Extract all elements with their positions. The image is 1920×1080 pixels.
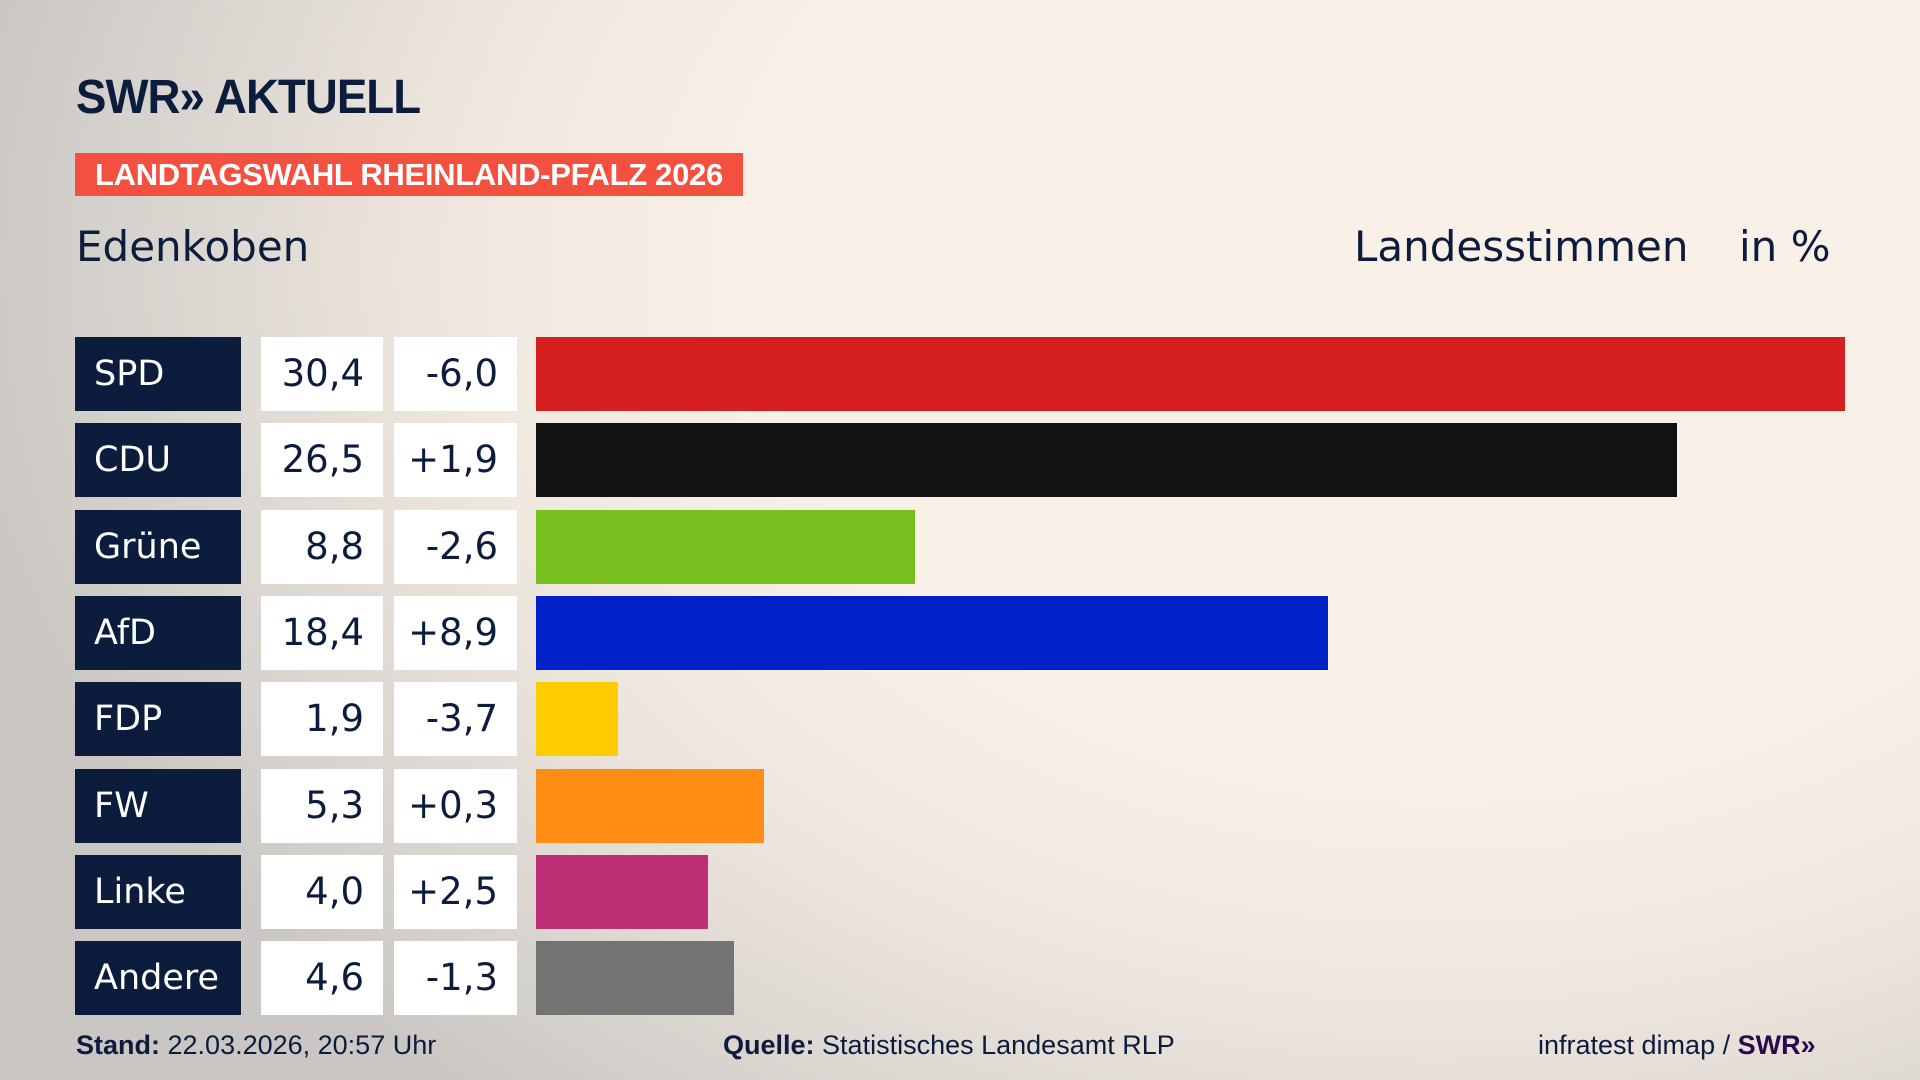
value-label: 4,0 — [261, 854, 383, 929]
change-label: +0,3 — [394, 768, 517, 843]
party-label: FDP — [75, 682, 241, 757]
party-label: SPD — [75, 337, 241, 411]
bar-row: SPD 30,4 -6,0 — [0, 337, 1920, 411]
bar-cdu — [536, 423, 1678, 498]
bar-linke — [536, 854, 709, 929]
value-label: 4,6 — [261, 941, 383, 1016]
unit-label: in % — [1739, 222, 1831, 271]
bar-row: Grüne 8,8 -2,6 — [0, 509, 1920, 584]
party-label: CDU — [75, 423, 241, 498]
value-label: 18,4 — [261, 595, 383, 670]
value-label: 5,3 — [261, 768, 383, 843]
value-label: 8,8 — [261, 509, 383, 584]
change-label: -2,6 — [394, 509, 517, 584]
bar-row: Andere 4,6 -1,3 — [0, 941, 1920, 1016]
change-label: +2,5 — [394, 854, 517, 929]
swr-aktuell-logo: SWR» AKTUELL — [76, 71, 421, 124]
credit-text: infratest dimap / — [1538, 1030, 1731, 1060]
stand-label: Stand: — [76, 1030, 160, 1060]
timestamp: Stand: 22.03.2026, 20:57 Uhr — [76, 1030, 436, 1061]
bar-row: AfD 18,4 +8,9 — [0, 595, 1920, 670]
change-label: -1,3 — [394, 941, 517, 1016]
bar-row: FDP 1,9 -3,7 — [0, 682, 1920, 757]
source-label: Quelle: — [723, 1030, 815, 1060]
value-label: 30,4 — [261, 337, 383, 411]
source-value: Statistisches Landesamt RLP — [822, 1030, 1175, 1060]
party-label: FW — [75, 768, 241, 843]
change-label: +1,9 — [394, 423, 517, 498]
source: Quelle: Statistisches Landesamt RLP — [723, 1030, 1175, 1061]
party-label: AfD — [75, 595, 241, 670]
metric-label: Landesstimmen — [1354, 222, 1689, 271]
bar-spd — [536, 337, 1845, 411]
bar-row: FW 5,3 +0,3 — [0, 768, 1920, 843]
change-label: -3,7 — [394, 682, 517, 757]
region-title: Edenkoben — [76, 222, 310, 271]
bar-andere — [536, 941, 735, 1016]
value-label: 1,9 — [261, 682, 383, 757]
bar-row: CDU 26,5 +1,9 — [0, 423, 1920, 498]
bar-row: Linke 4,0 +2,5 — [0, 854, 1920, 929]
party-label: Grüne — [75, 509, 241, 584]
bar-fw — [536, 768, 765, 843]
party-label: Andere — [75, 941, 241, 1016]
value-label: 26,5 — [261, 423, 383, 498]
change-label: +8,9 — [394, 595, 517, 670]
bar-grüne — [536, 509, 915, 584]
credit: infratest dimap / SWR» — [1538, 1030, 1816, 1061]
party-label: Linke — [75, 854, 241, 929]
bar-fdp — [536, 682, 618, 757]
bar-afd — [536, 595, 1329, 670]
change-label: -6,0 — [394, 337, 517, 411]
election-banner: LANDTAGSWAHL RHEINLAND-PFALZ 2026 — [75, 153, 743, 196]
swr-logo: SWR» — [1737, 1030, 1816, 1060]
stand-value: 22.03.2026, 20:57 Uhr — [167, 1030, 437, 1060]
